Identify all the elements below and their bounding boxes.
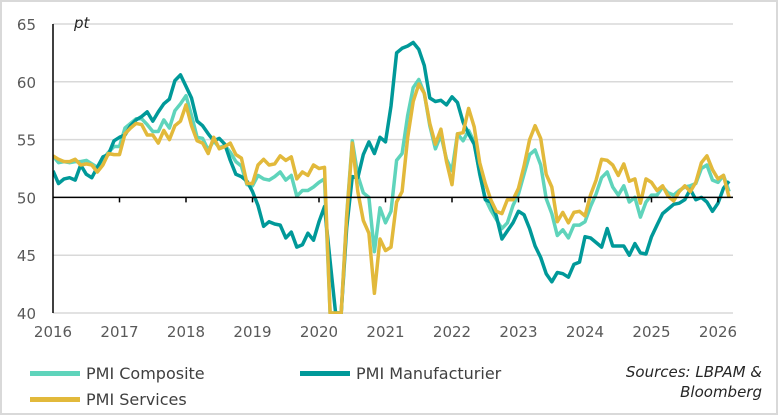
x-tick-label: 2022 [433,323,471,341]
unit-label: pt [73,14,91,32]
legend-label: PMI Manufacturier [356,364,502,383]
x-tick-label: 2019 [233,323,271,341]
y-tick-label: 50 [17,189,36,207]
x-tick-label: 2018 [167,323,205,341]
x-tick-label: 2017 [100,323,138,341]
x-tick-label: 2016 [34,323,72,341]
y-tick-label: 60 [17,74,36,92]
x-tick-label: 2020 [300,323,338,341]
y-tick-label: 40 [17,305,36,323]
y-tick-label: 65 [17,16,36,34]
legend-swatch [300,371,350,376]
legend-label: PMI Services [86,390,187,409]
legend-swatch [30,371,80,376]
legend-item-services: PMI Services [30,390,187,409]
y-tick-label: 45 [17,247,36,265]
legend-swatch [30,397,80,402]
legend-item-manufacturier: PMI Manufacturier [300,364,501,383]
x-tick-label: 2024 [566,323,604,341]
x-tick-label: 2021 [366,323,404,341]
series-line-pmi-composite [53,77,731,314]
x-tick-label: 2023 [499,323,537,341]
source-note: Sources: LBPAM & Bloomberg [625,363,762,401]
series-line-pmi-services [53,82,731,314]
x-tick-label: 2026 [699,323,737,341]
y-tick-label: 55 [17,132,36,150]
legend-item-composite: PMI Composite [30,364,205,383]
legend-label: PMI Composite [86,364,205,383]
series-line-pmi-manufacturier [53,40,731,314]
x-tick-label: 2025 [632,323,670,341]
